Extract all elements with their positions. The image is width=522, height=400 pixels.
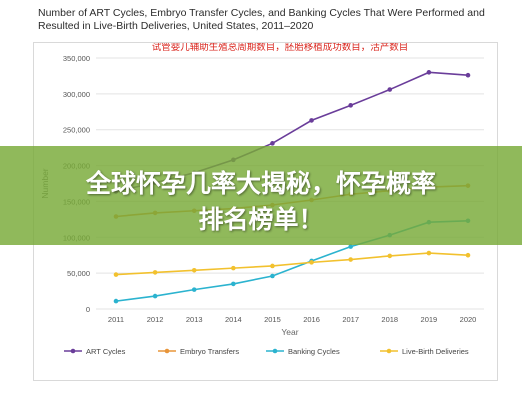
y-tick-label: 250,000 <box>63 126 90 135</box>
x-tick-label: 2016 <box>303 315 320 324</box>
data-point <box>309 118 314 123</box>
legend-label: Live-Birth Deliveries <box>402 347 469 356</box>
y-tick-label: 0 <box>86 305 90 314</box>
data-point <box>387 253 393 259</box>
y-tick-label: 50,000 <box>67 269 90 278</box>
data-point <box>191 267 197 273</box>
overlay-banner: 全球怀孕几率大揭秘，怀孕概率 排名榜单！ <box>0 146 522 245</box>
data-point <box>152 293 158 299</box>
x-tick-label: 2014 <box>225 315 242 324</box>
data-point <box>465 252 471 258</box>
data-point <box>270 141 275 146</box>
data-point <box>191 287 197 292</box>
x-tick-label: 2015 <box>264 315 281 324</box>
data-point <box>465 72 471 78</box>
legend-swatch-marker <box>70 348 76 354</box>
data-point <box>426 250 432 256</box>
legend-label: Banking Cycles <box>288 347 340 356</box>
x-tick-label: 2013 <box>186 315 203 324</box>
x-tick-label: 2018 <box>381 315 398 324</box>
data-point <box>113 298 119 304</box>
data-point <box>231 281 236 287</box>
series-line <box>115 252 469 276</box>
data-point <box>152 270 158 275</box>
data-point <box>348 103 353 108</box>
data-point <box>270 263 275 269</box>
legend-swatch-marker <box>386 348 392 354</box>
chart-subtitle-chinese: 试管婴儿辅助生殖总周期数目，胚胎移植成功数目，活产数目 <box>152 43 409 53</box>
legend-label: ART Cycles <box>86 347 126 356</box>
x-tick-label: 2011 <box>108 315 124 324</box>
legend-swatch-marker <box>272 348 278 354</box>
data-point <box>309 260 314 265</box>
data-point <box>231 265 236 271</box>
data-point <box>348 257 353 262</box>
data-point <box>426 70 432 75</box>
banner-headline-line1: 全球怀孕几率大揭秘，怀孕概率 <box>85 169 436 198</box>
x-tick-label: 2017 <box>342 315 359 324</box>
data-point <box>270 273 275 279</box>
chart-title: Number of ART Cycles, Embryo Transfer Cy… <box>38 7 485 32</box>
banner-headline-line2: 排名榜单！ <box>198 205 324 234</box>
y-tick-label: 300,000 <box>63 90 90 99</box>
x-axis-title: Year <box>281 327 298 337</box>
x-tick-label: 2019 <box>421 315 438 324</box>
x-tick-label: 2020 <box>460 315 477 324</box>
data-point <box>113 272 119 277</box>
x-tick-label: 2012 <box>147 315 164 324</box>
legend-label: Embryo Transfers <box>180 347 239 356</box>
data-point <box>387 87 393 92</box>
data-point <box>348 244 353 249</box>
y-tick-label: 350,000 <box>63 54 90 63</box>
legend-swatch-marker <box>164 348 170 354</box>
